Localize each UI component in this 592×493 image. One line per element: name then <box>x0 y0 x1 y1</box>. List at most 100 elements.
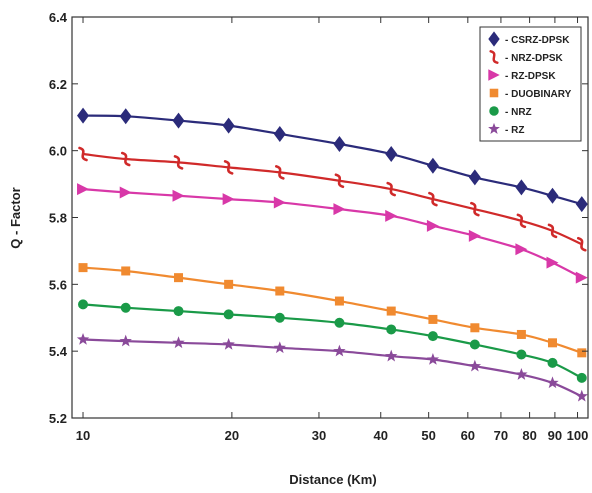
data-point-nrz <box>386 324 397 335</box>
data-point-rz-dpsk <box>426 219 439 232</box>
series-nrz <box>78 299 587 383</box>
x-tick-label: 30 <box>312 428 326 443</box>
data-point-duobinary <box>275 286 285 296</box>
x-tick-label: 10 <box>76 428 90 443</box>
data-point-rz-dpsk <box>515 243 528 256</box>
data-point-rz-dpsk <box>222 193 235 206</box>
series-csrz-dpsk <box>77 107 588 213</box>
y-tick-label: 5.8 <box>49 211 67 226</box>
x-axis-label: Distance (Km) <box>289 472 376 487</box>
data-point-nrz <box>516 349 527 360</box>
data-point-rz <box>273 341 286 354</box>
x-tick-label: 60 <box>461 428 475 443</box>
data-point-csrz-dpsk <box>546 187 559 204</box>
legend-label-csrz-dpsk: - CSRZ-DPSK <box>505 35 570 46</box>
data-point-nrz-dpsk <box>223 160 234 175</box>
data-point-rz <box>385 349 398 362</box>
data-point-rz <box>515 368 528 380</box>
legend-marker-duobinary <box>489 88 499 98</box>
data-point-rz <box>468 359 482 372</box>
data-point-csrz-dpsk <box>222 117 235 134</box>
y-tick-label: 5.2 <box>49 411 67 426</box>
data-point-rz-dpsk <box>333 203 346 216</box>
data-point-nrz-dpsk <box>120 151 131 167</box>
legend-label-rz: - RZ <box>505 125 524 136</box>
legend-marker-nrz-dpsk <box>489 50 499 64</box>
data-point-csrz-dpsk <box>426 157 439 174</box>
x-tick-label: 90 <box>548 428 562 443</box>
series-duobinary <box>78 263 587 358</box>
series-line-rz <box>82 338 583 398</box>
data-point-csrz-dpsk <box>385 146 398 163</box>
y-tick-label: 6.2 <box>49 77 67 92</box>
data-point-nrz-dpsk <box>547 223 558 239</box>
data-point-nrz <box>120 302 131 313</box>
x-tick-label: 100 <box>567 428 589 443</box>
data-point-rz-dpsk <box>77 183 90 196</box>
data-point-csrz-dpsk <box>333 135 346 152</box>
data-point-duobinary <box>224 279 234 289</box>
data-point-duobinary <box>516 329 526 339</box>
data-point-rz-dpsk <box>468 229 481 242</box>
data-point-rz <box>575 389 588 402</box>
data-point-csrz-dpsk <box>172 112 185 129</box>
data-point-rz <box>333 344 346 357</box>
data-point-duobinary <box>121 266 131 276</box>
legend-label-rz-dpsk: - RZ-DPSK <box>505 71 556 82</box>
x-tick-label: 70 <box>494 428 508 443</box>
data-point-csrz-dpsk <box>515 179 528 196</box>
data-point-rz-dpsk <box>385 209 398 222</box>
data-point-nrz <box>173 306 184 317</box>
data-point-csrz-dpsk <box>119 108 132 125</box>
data-point-duobinary <box>78 263 88 273</box>
data-point-nrz <box>223 309 234 320</box>
series-nrz-dpsk <box>78 146 587 252</box>
legend-label-nrz: - NRZ <box>505 107 532 118</box>
data-point-rz <box>172 336 185 349</box>
data-point-rz <box>76 332 90 345</box>
data-point-nrz <box>576 372 587 383</box>
legend-marker-csrz-dpsk <box>488 31 500 47</box>
data-point-nrz-dpsk <box>386 181 397 197</box>
data-point-rz-dpsk <box>546 256 559 269</box>
y-tick-label: 6.0 <box>49 144 67 159</box>
data-point-nrz-dpsk <box>576 236 587 252</box>
data-point-nrz <box>427 331 438 342</box>
data-point-duobinary <box>470 323 480 333</box>
data-point-nrz-dpsk <box>516 213 527 229</box>
data-point-csrz-dpsk <box>468 169 481 186</box>
data-point-duobinary <box>174 273 184 283</box>
y-tick-label: 6.4 <box>49 10 68 25</box>
series-line-nrz-dpsk <box>82 152 583 246</box>
data-point-rz-dpsk <box>119 186 132 199</box>
legend-label-nrz-dpsk: - NRZ-DPSK <box>505 53 564 64</box>
data-point-duobinary <box>577 348 587 358</box>
data-point-rz <box>222 337 235 350</box>
data-point-duobinary <box>428 314 438 324</box>
data-point-nrz-dpsk <box>470 201 480 217</box>
data-point-rz-dpsk <box>575 271 588 284</box>
x-tick-label: 40 <box>374 428 388 443</box>
x-tick-label: 80 <box>522 428 536 443</box>
legend-marker-nrz <box>489 106 499 116</box>
data-point-nrz-dpsk <box>334 173 345 189</box>
data-point-nrz-dpsk <box>274 165 285 180</box>
data-point-duobinary <box>386 306 396 316</box>
y-tick-label: 5.6 <box>49 277 67 292</box>
data-point-csrz-dpsk <box>273 125 286 142</box>
data-point-duobinary <box>334 296 344 306</box>
data-point-rz-dpsk <box>172 189 185 202</box>
data-point-rz <box>546 376 559 389</box>
x-tick-label: 20 <box>225 428 239 443</box>
series-rz <box>76 332 588 402</box>
y-axis-label: Q - Factor <box>8 187 23 248</box>
legend-label-duobinary: - DUOBINARY <box>505 89 572 100</box>
data-point-nrz <box>334 317 345 328</box>
data-point-nrz-dpsk <box>78 146 88 162</box>
data-point-rz <box>426 353 440 365</box>
data-point-nrz <box>469 339 480 350</box>
series-line-rz-dpsk <box>82 188 583 279</box>
data-point-nrz <box>78 299 89 310</box>
y-tick-label: 5.4 <box>49 344 68 359</box>
series-rz-dpsk <box>77 183 588 284</box>
